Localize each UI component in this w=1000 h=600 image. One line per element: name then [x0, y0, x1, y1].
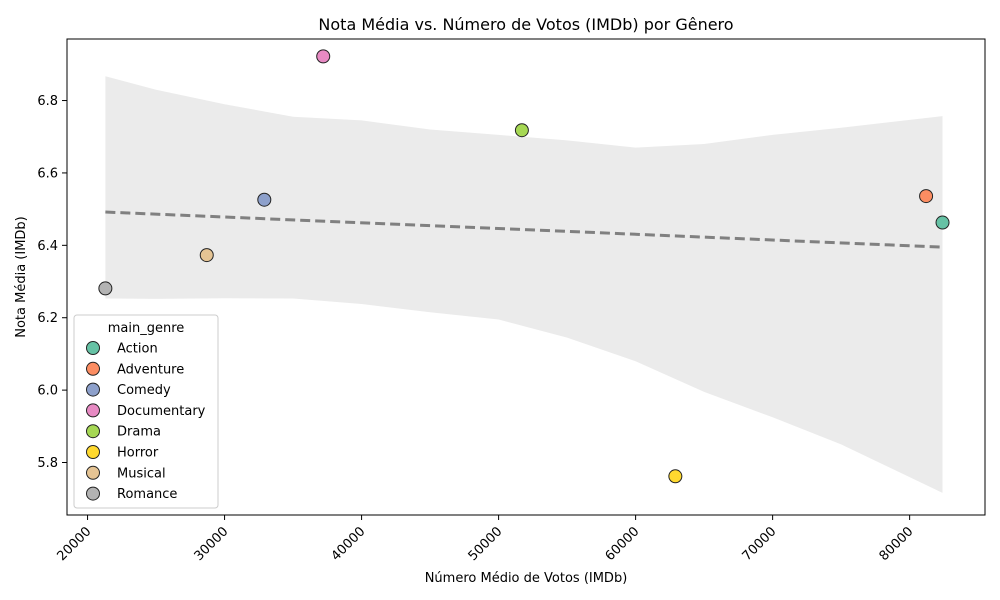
x-tick-label: 70000 — [740, 524, 780, 564]
x-tick-label: 80000 — [877, 524, 917, 564]
regression-line — [105, 210, 943, 249]
y-tick-label: 6.0 — [37, 384, 58, 399]
y-tick-label: 6.4 — [37, 239, 58, 254]
legend: main_genre Action Adventure Comedy Document… — [73, 314, 219, 509]
plot-area — [66, 38, 986, 516]
legend-items: Action Adventure Comedy Documentary Drama Hor… — [86, 341, 206, 502]
confidence-band-layer — [105, 76, 943, 493]
regression-layer — [105, 210, 943, 249]
x-tick-label: 60000 — [603, 524, 643, 564]
legend-label-drama: Drama — [117, 425, 161, 440]
point-action — [935, 215, 950, 230]
x-axis-label: Número Médio de Votos (IMDb) — [425, 571, 628, 586]
legend-marker-horror — [86, 445, 100, 459]
legend-marker-drama — [86, 424, 100, 439]
point-musical — [199, 248, 214, 263]
point-horror — [668, 469, 683, 484]
legend-marker-comedy — [86, 382, 100, 397]
legend-label-action: Action — [117, 342, 158, 357]
x-tick-label: 50000 — [466, 524, 506, 564]
y-tick-label: 6.6 — [37, 166, 58, 181]
y-axis-ticks: 5.8 6.0 6.2 6.4 6.6 6.8 — [37, 94, 67, 471]
x-tick-label: 30000 — [192, 524, 232, 564]
legend-label-comedy: Comedy — [117, 383, 171, 398]
y-tick-label: 6.2 — [37, 311, 58, 326]
legend-label-horror: Horror — [117, 446, 159, 461]
legend-label-adventure: Adventure — [117, 362, 184, 377]
point-adventure — [919, 189, 934, 204]
legend-marker-musical — [86, 465, 100, 480]
legend-marker-documentary — [86, 403, 100, 418]
point-drama — [514, 123, 529, 138]
legend-label-romance: Romance — [117, 487, 177, 502]
legend-title: main_genre — [108, 321, 185, 336]
y-tick-label: 5.8 — [37, 456, 58, 471]
legend-label-documentary: Documentary — [117, 404, 206, 419]
y-axis-label: Nota Média (IMDb) — [14, 216, 29, 338]
legend-marker-adventure — [86, 361, 100, 376]
y-tick-label: 6.8 — [37, 94, 58, 109]
plot-frame — [66, 38, 986, 516]
x-tick-label: 20000 — [55, 524, 95, 564]
point-romance — [98, 281, 113, 296]
confidence-band — [105, 76, 943, 493]
chart-title: Nota Média vs. Número de Votos (IMDb) po… — [318, 15, 733, 34]
legend-marker-romance — [86, 486, 100, 501]
legend-marker-action — [86, 341, 100, 355]
x-tick-label: 40000 — [329, 524, 369, 564]
x-axis-ticks: 20000 30000 40000 50000 60000 70000 80000 — [55, 515, 917, 564]
point-documentary — [316, 49, 331, 64]
legend-label-musical: Musical — [117, 466, 166, 481]
legend-box — [73, 314, 219, 509]
point-comedy — [257, 192, 272, 207]
points-layer — [98, 49, 950, 484]
